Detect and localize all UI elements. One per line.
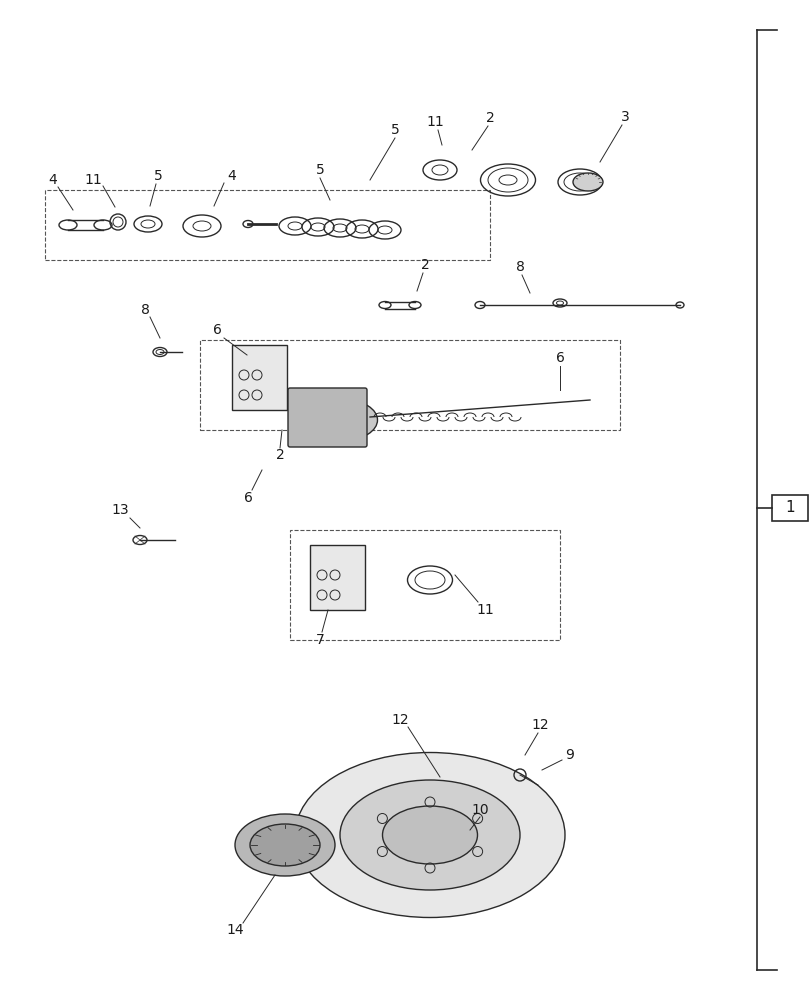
Text: 10: 10 (470, 803, 488, 817)
Text: 11: 11 (475, 603, 493, 617)
Text: 1: 1 (784, 500, 794, 516)
Text: 12: 12 (391, 713, 408, 727)
Text: 14: 14 (226, 923, 243, 937)
Bar (310, 545, 365, 610)
Text: 2: 2 (420, 258, 429, 272)
Text: 6: 6 (212, 323, 221, 337)
Text: 12: 12 (530, 718, 548, 732)
Ellipse shape (234, 814, 335, 876)
Text: 11: 11 (84, 173, 101, 187)
Text: 5: 5 (153, 169, 162, 183)
Text: 8: 8 (140, 303, 149, 317)
Text: 5: 5 (390, 123, 399, 137)
Text: 3: 3 (620, 110, 629, 124)
Text: 9: 9 (565, 748, 573, 762)
Ellipse shape (294, 752, 564, 918)
Text: 4: 4 (227, 169, 236, 183)
Ellipse shape (573, 173, 603, 191)
Text: 11: 11 (426, 115, 444, 129)
Text: 13: 13 (111, 503, 129, 517)
Ellipse shape (382, 806, 477, 864)
Text: 6: 6 (243, 491, 252, 505)
Text: 2: 2 (485, 111, 494, 125)
Bar (771, 495, 807, 521)
FancyBboxPatch shape (288, 388, 367, 447)
Text: 8: 8 (515, 260, 524, 274)
Ellipse shape (325, 408, 363, 432)
Ellipse shape (340, 780, 519, 890)
Text: 6: 6 (555, 351, 564, 365)
Bar (232, 345, 286, 410)
Text: 4: 4 (49, 173, 58, 187)
Text: 5: 5 (315, 163, 324, 177)
Text: 7: 7 (315, 633, 324, 647)
Text: 2: 2 (275, 448, 284, 462)
Ellipse shape (312, 400, 377, 440)
Ellipse shape (250, 824, 320, 866)
